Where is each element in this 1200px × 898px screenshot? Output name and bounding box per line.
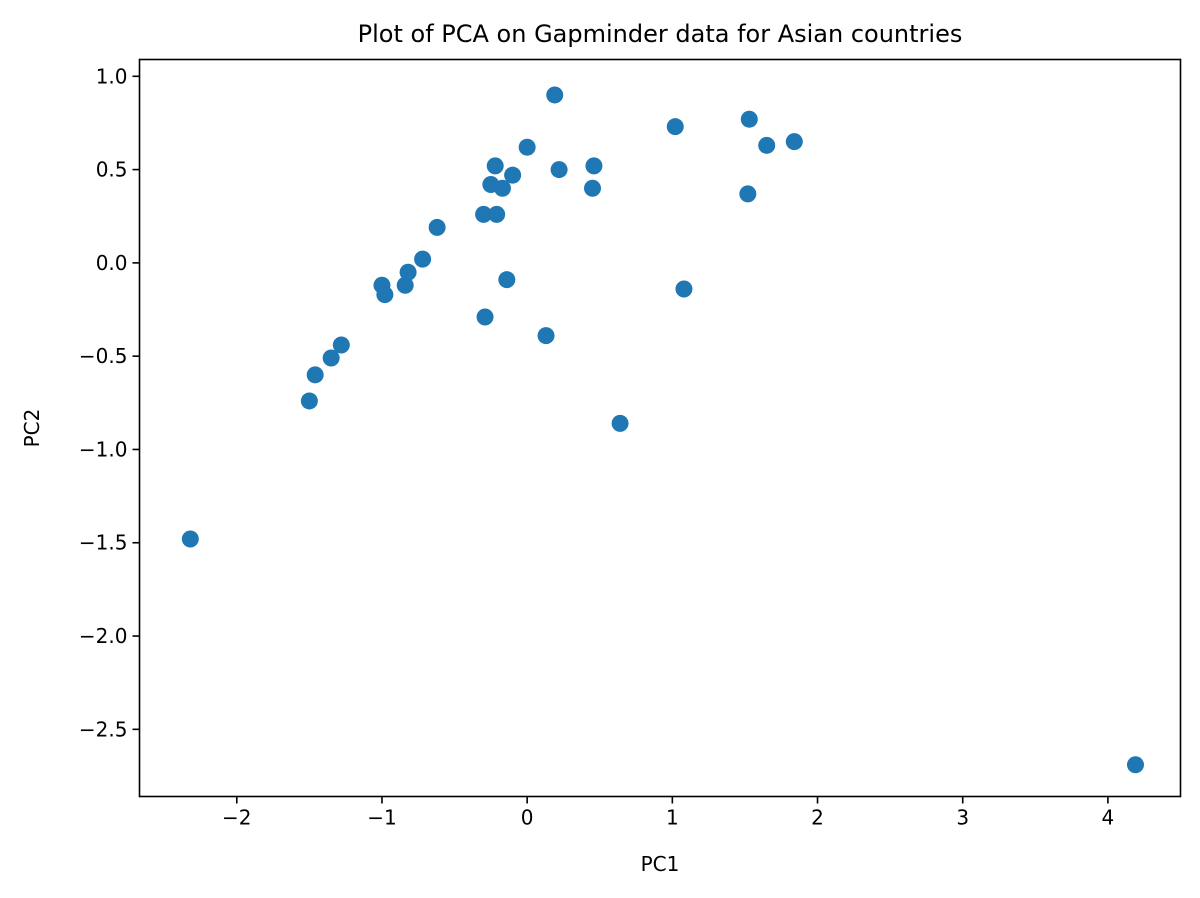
data-point	[488, 205, 506, 223]
data-point	[300, 392, 318, 410]
y-tick-label: −1.0	[79, 437, 128, 461]
y-tick-label: −1.5	[79, 531, 128, 555]
data-point	[550, 161, 568, 179]
scatter-points	[181, 86, 1144, 774]
data-point	[518, 138, 536, 156]
data-point	[675, 280, 693, 298]
data-point	[504, 166, 522, 184]
data-point	[476, 308, 494, 326]
data-point	[306, 366, 324, 384]
x-axis-label: PC1	[641, 852, 680, 876]
data-point	[399, 263, 417, 281]
data-point	[396, 276, 414, 294]
data-point	[785, 133, 803, 151]
data-point	[493, 179, 511, 197]
data-point	[414, 250, 432, 268]
y-axis-ticks: −2.5 −2.0 −1.5 −1.0 −0.5 0.0 0.5 1.0	[79, 64, 140, 741]
data-point	[428, 218, 446, 236]
data-point	[1126, 756, 1144, 774]
data-point	[585, 157, 603, 175]
x-tick-label: −1	[367, 806, 396, 830]
x-tick-label: 2	[811, 806, 824, 830]
chart-title: Plot of PCA on Gapminder data for Asian …	[358, 20, 963, 48]
data-point	[322, 349, 340, 367]
data-point	[546, 86, 564, 104]
y-tick-label: −0.5	[79, 344, 128, 368]
data-point	[332, 336, 350, 354]
x-tick-label: 4	[1102, 806, 1115, 830]
data-point	[583, 179, 601, 197]
data-point	[740, 110, 758, 128]
x-tick-label: 0	[521, 806, 534, 830]
data-point	[666, 118, 684, 136]
x-tick-label: −2	[222, 806, 251, 830]
x-axis-ticks: −2 −1 0 1 2 3 4	[222, 796, 1115, 830]
y-tick-label: 1.0	[96, 64, 128, 88]
y-tick-label: 0.0	[96, 251, 128, 275]
y-axis-label: PC2	[20, 409, 44, 448]
data-point	[181, 530, 199, 548]
data-point	[739, 185, 757, 203]
data-point	[758, 136, 776, 154]
data-point	[376, 286, 394, 304]
plot-frame	[138, 58, 1182, 798]
x-tick-label: 1	[666, 806, 679, 830]
x-tick-label: 3	[956, 806, 969, 830]
data-point	[537, 327, 555, 345]
data-point	[611, 414, 629, 432]
y-tick-label: 0.5	[96, 158, 128, 182]
data-point	[498, 271, 516, 289]
data-point	[486, 157, 504, 175]
y-tick-label: −2.0	[79, 624, 128, 648]
data-point	[475, 205, 493, 223]
y-tick-label: −2.5	[79, 717, 128, 741]
